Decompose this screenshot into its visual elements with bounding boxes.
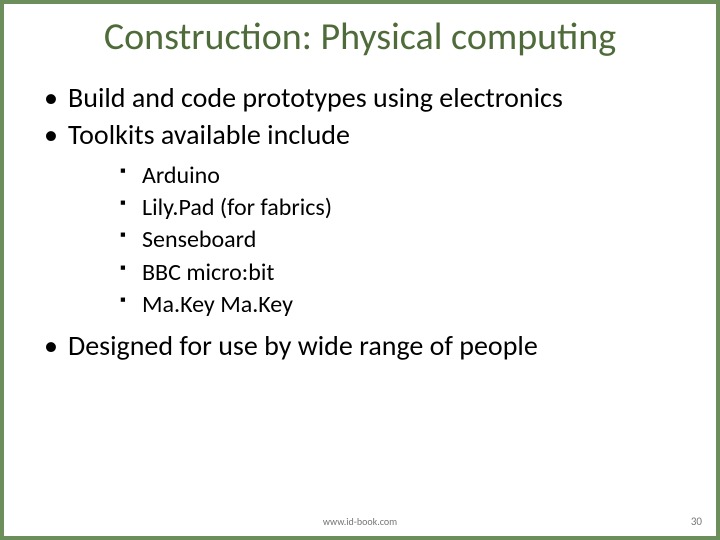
list-item: Arduino — [116, 160, 688, 192]
page-number: 30 — [691, 515, 702, 528]
list-item: Toolkits available include Arduino Lily.… — [40, 117, 688, 322]
bullet-text: Lily.Pad (for fabrics) — [142, 193, 332, 222]
bullet-text: BBC micro:bit — [142, 258, 274, 287]
list-item: Build and code prototypes using electron… — [40, 80, 688, 115]
bullet-text: Designed for use by wide range of people — [68, 328, 538, 363]
bullet-text: Toolkits available include — [68, 117, 350, 152]
footer-url: www.id-book.com — [4, 515, 716, 528]
list-item: Senseboard — [116, 224, 688, 256]
bullet-text: Ma.Key Ma.Key — [142, 290, 293, 319]
list-item: Lily.Pad (for fabrics) — [116, 192, 688, 224]
slide: Construction: Physical computing Build a… — [0, 0, 720, 540]
bullet-text: Senseboard — [142, 225, 256, 254]
bullet-list-level2: Arduino Lily.Pad (for fabrics) Senseboar… — [68, 160, 688, 322]
list-item: BBC micro:bit — [116, 257, 688, 289]
list-item: Designed for use by wide range of people — [40, 328, 688, 363]
list-item: Ma.Key Ma.Key — [116, 289, 688, 321]
bullet-list-level1: Build and code prototypes using electron… — [32, 80, 688, 363]
bullet-text: Build and code prototypes using electron… — [68, 80, 563, 115]
bullet-text: Arduino — [142, 161, 220, 190]
slide-title: Construction: Physical computing — [32, 16, 688, 60]
